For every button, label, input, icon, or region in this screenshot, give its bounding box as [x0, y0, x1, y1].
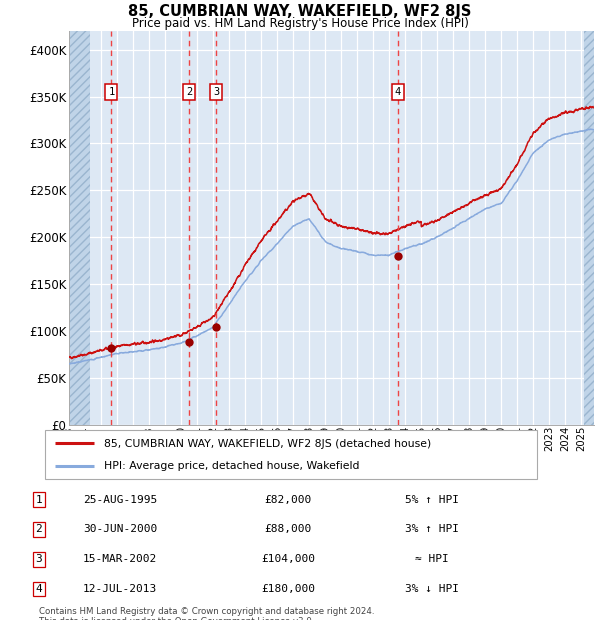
Text: 4: 4: [35, 584, 43, 594]
Bar: [584, 31, 594, 425]
Text: £88,000: £88,000: [265, 525, 311, 534]
Text: 4: 4: [394, 87, 401, 97]
Text: Price paid vs. HM Land Registry's House Price Index (HPI): Price paid vs. HM Land Registry's House …: [131, 17, 469, 30]
Text: 85, CUMBRIAN WAY, WAKEFIELD, WF2 8JS (detached house): 85, CUMBRIAN WAY, WAKEFIELD, WF2 8JS (de…: [104, 439, 431, 449]
Bar: [69, 31, 90, 425]
Text: HPI: Average price, detached house, Wakefield: HPI: Average price, detached house, Wake…: [104, 461, 359, 471]
Text: 15-MAR-2002: 15-MAR-2002: [83, 554, 157, 564]
Text: 30-JUN-2000: 30-JUN-2000: [83, 525, 157, 534]
Text: 2: 2: [186, 87, 192, 97]
Text: 25-AUG-1995: 25-AUG-1995: [83, 495, 157, 505]
Text: 3: 3: [35, 554, 43, 564]
Text: 3% ↓ HPI: 3% ↓ HPI: [405, 584, 459, 594]
Text: £180,000: £180,000: [261, 584, 315, 594]
FancyBboxPatch shape: [45, 430, 537, 479]
Text: £104,000: £104,000: [261, 554, 315, 564]
Text: Contains HM Land Registry data © Crown copyright and database right 2024.
This d: Contains HM Land Registry data © Crown c…: [39, 607, 374, 620]
Bar: [69, 31, 90, 425]
Text: 3: 3: [213, 87, 220, 97]
Text: 12-JUL-2013: 12-JUL-2013: [83, 584, 157, 594]
Text: 85, CUMBRIAN WAY, WAKEFIELD, WF2 8JS: 85, CUMBRIAN WAY, WAKEFIELD, WF2 8JS: [128, 4, 472, 19]
Text: 2: 2: [35, 525, 43, 534]
Text: 5% ↑ HPI: 5% ↑ HPI: [405, 495, 459, 505]
Text: 1: 1: [108, 87, 115, 97]
Bar: [584, 31, 594, 425]
Text: 3% ↑ HPI: 3% ↑ HPI: [405, 525, 459, 534]
Text: 1: 1: [35, 495, 43, 505]
Text: ≈ HPI: ≈ HPI: [415, 554, 449, 564]
Text: £82,000: £82,000: [265, 495, 311, 505]
